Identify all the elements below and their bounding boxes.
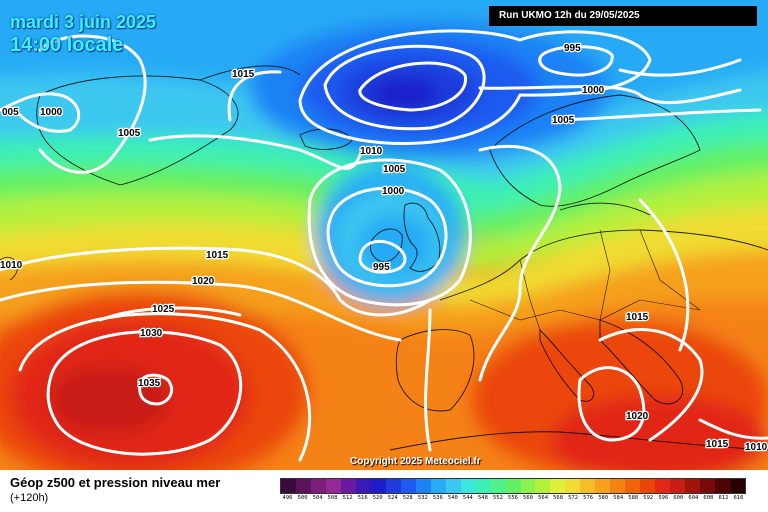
isobar-label: 1005	[383, 164, 406, 175]
legend-swatch	[730, 479, 746, 493]
legend-swatch	[685, 479, 701, 493]
legend-swatch	[490, 479, 506, 493]
legend-swatch	[655, 479, 671, 493]
map-parameter-title: Géop z500 et pression niveau mer	[10, 475, 221, 490]
legend-tick-label: 552	[492, 495, 503, 501]
legend-tick-label: 496	[282, 495, 293, 501]
isobar-label: 1020	[192, 276, 215, 287]
legend-swatch	[700, 479, 716, 493]
legend-swatch	[520, 479, 536, 493]
isobar-label: 1025	[152, 304, 175, 315]
isobar-label: 1005	[118, 128, 141, 139]
legend-tick-label: 540	[447, 495, 458, 501]
legend-swatches	[280, 478, 746, 494]
legend-swatch	[475, 479, 491, 493]
legend-tick-label: 576	[583, 495, 594, 501]
legend-tick-label: 520	[372, 495, 383, 501]
isobar-label: 1015	[232, 69, 255, 80]
legend-swatch	[295, 479, 311, 493]
isobar-label: 1010	[745, 442, 768, 453]
legend-tick-label: 516	[357, 495, 368, 501]
map-canvas: 005 1000 1005 1010 1015 1020 1025 1030 1…	[0, 0, 768, 470]
isobar-label: 1015	[626, 312, 649, 323]
legend-tick-label: 512	[342, 495, 353, 501]
legend-tick-label: 564	[538, 495, 549, 501]
legend-swatch	[595, 479, 611, 493]
legend-tick-label: 560	[523, 495, 533, 501]
isobar-label: 1005	[552, 115, 575, 126]
legend-swatch	[565, 479, 581, 493]
legend-tick-label: 608	[703, 495, 714, 501]
forecast-offset: (+120h)	[10, 492, 49, 504]
isobar-label: 005	[2, 107, 19, 118]
legend-swatch	[535, 479, 551, 493]
model-run-info: Run UKMO 12h du 29/05/2025	[489, 6, 757, 26]
legend-tick-label: 504	[312, 495, 323, 501]
legend-swatch	[310, 479, 326, 493]
legend-tick-label: 536	[432, 495, 443, 501]
legend-swatch	[640, 479, 656, 493]
legend-ticks: 496 500 504 508 512 516 520 524 528 532 536 540 544 5…	[280, 494, 746, 503]
legend-tick-label: 600	[673, 495, 684, 501]
isobar-label: 1030	[140, 328, 163, 339]
legend-swatch	[715, 479, 731, 493]
forecast-time: 14:00 locale	[10, 34, 124, 56]
legend-tick-label: 508	[327, 495, 338, 501]
legend-tick-label: 572	[568, 495, 579, 501]
isobar-label: 1000	[40, 107, 63, 118]
legend-swatch	[625, 479, 641, 493]
legend-tick-label: 548	[477, 495, 488, 501]
legend-swatch	[445, 479, 461, 493]
legend-tick-label: 584	[613, 495, 624, 501]
legend-tick-label: 524	[387, 495, 398, 501]
legend-tick-label: 596	[658, 495, 669, 501]
legend-swatch	[281, 479, 296, 493]
legend-tick-label: 612	[718, 495, 729, 501]
forecast-date: mardi 3 juin 2025	[10, 12, 157, 32]
legend-tick-label: 568	[553, 495, 564, 501]
legend-swatch	[370, 479, 386, 493]
legend-swatch	[340, 479, 356, 493]
legend-tick-label: 592	[643, 495, 654, 501]
legend-swatch	[400, 479, 416, 493]
legend-tick-label: 616	[733, 495, 744, 501]
legend-tick-label: 580	[598, 495, 609, 501]
legend-swatch	[385, 479, 401, 493]
legend-swatch	[415, 479, 431, 493]
legend-swatch	[430, 479, 446, 493]
legend-tick-label: 500	[297, 495, 308, 501]
isobar-label: 1010	[0, 260, 23, 271]
legend-tick-label: 556	[508, 495, 518, 501]
isobar-label: 1000	[382, 186, 405, 197]
isobar-label: 1015	[206, 250, 229, 261]
isobar-label: 995	[564, 43, 581, 54]
legend-swatch	[550, 479, 566, 493]
legend-swatch	[325, 479, 341, 493]
isobar-label: 1020	[626, 411, 649, 422]
legend-swatch	[505, 479, 521, 493]
legend-tick-label: 528	[402, 495, 413, 501]
legend-tick-label: 544	[462, 495, 473, 501]
isobar-labels: 005 1000 1005 1010 1015 1020 1025 1030 1…	[0, 42, 768, 455]
legend-swatch	[670, 479, 686, 493]
weather-map: 005 1000 1005 1010 1015 1020 1025 1030 1…	[0, 0, 768, 470]
isobar-label: 1015	[706, 439, 729, 450]
isobar-label: 1000	[582, 85, 605, 96]
legend-swatch	[355, 479, 371, 493]
copyright-text: Copyright 2025 Meteociel.fr	[350, 456, 481, 467]
isobar-label: 995	[373, 262, 390, 273]
color-scale-legend: 496 500 504 508 512 516 520 524 528 532 536 540 544 5…	[280, 478, 746, 502]
legend-tick-label: 588	[628, 495, 639, 501]
isobar-label: 1010	[360, 146, 383, 157]
legend-swatch	[610, 479, 626, 493]
map-footer: Géop z500 et pression niveau mer (+120h)…	[0, 470, 768, 512]
isobar-label: 1035	[138, 378, 161, 389]
legend-swatch	[460, 479, 476, 493]
legend-swatch	[580, 479, 596, 493]
legend-tick-label: 532	[417, 495, 428, 501]
isobars	[0, 29, 768, 462]
legend-tick-label: 604	[688, 495, 699, 501]
